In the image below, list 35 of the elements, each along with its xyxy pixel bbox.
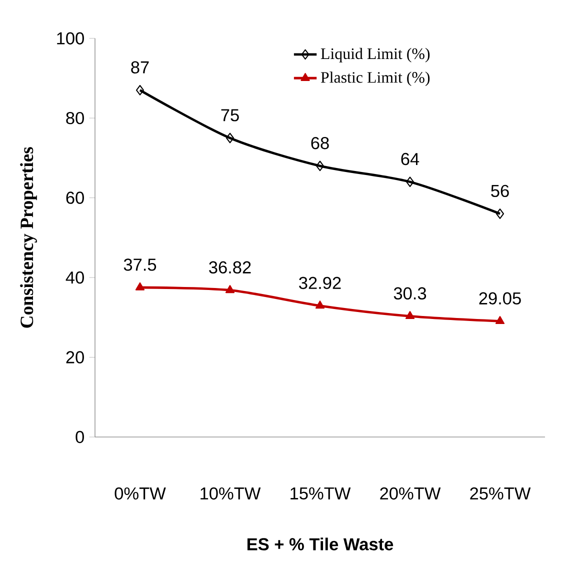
data-label: 32.92 [299,276,341,290]
y-tick-label: 20 [66,351,84,364]
x-tick-label: 25%TW [470,487,531,500]
data-label: 30.3 [394,287,426,300]
data-label: 37.5 [124,258,156,271]
data-label: 56 [491,184,509,198]
data-label: 75 [221,109,239,122]
legend-label: Plastic Limit (%) [320,72,430,86]
legend-label: Liquid Limit (%) [320,48,430,62]
x-tick-label: 0%TW [114,487,166,500]
y-tick-label: 60 [66,192,84,204]
x-axis-title: ES + % Tile Waste [247,538,394,550]
y-axis-title: Consistency Properties [20,147,37,328]
data-label: 68 [311,136,329,150]
point [406,176,414,188]
point [495,316,505,324]
point [496,208,504,219]
data-label: 36.82 [209,261,251,274]
point [225,285,235,294]
data-label: 64 [401,152,420,166]
point [405,311,415,320]
point [136,84,144,96]
y-tick-label: 80 [66,112,84,124]
point [316,160,324,172]
point [226,132,234,144]
data-label: 87 [131,61,149,74]
y-tick-label: 40 [66,271,84,284]
point [135,282,145,290]
y-tick-label: 0 [76,430,84,444]
point [315,300,325,309]
x-tick-label: 15%TW [290,487,351,500]
y-tick-label: 100 [57,32,84,44]
x-tick-label: 10%TW [200,487,261,500]
data-label: 29.05 [479,292,521,304]
x-tick-label: 20%TW [380,487,441,500]
